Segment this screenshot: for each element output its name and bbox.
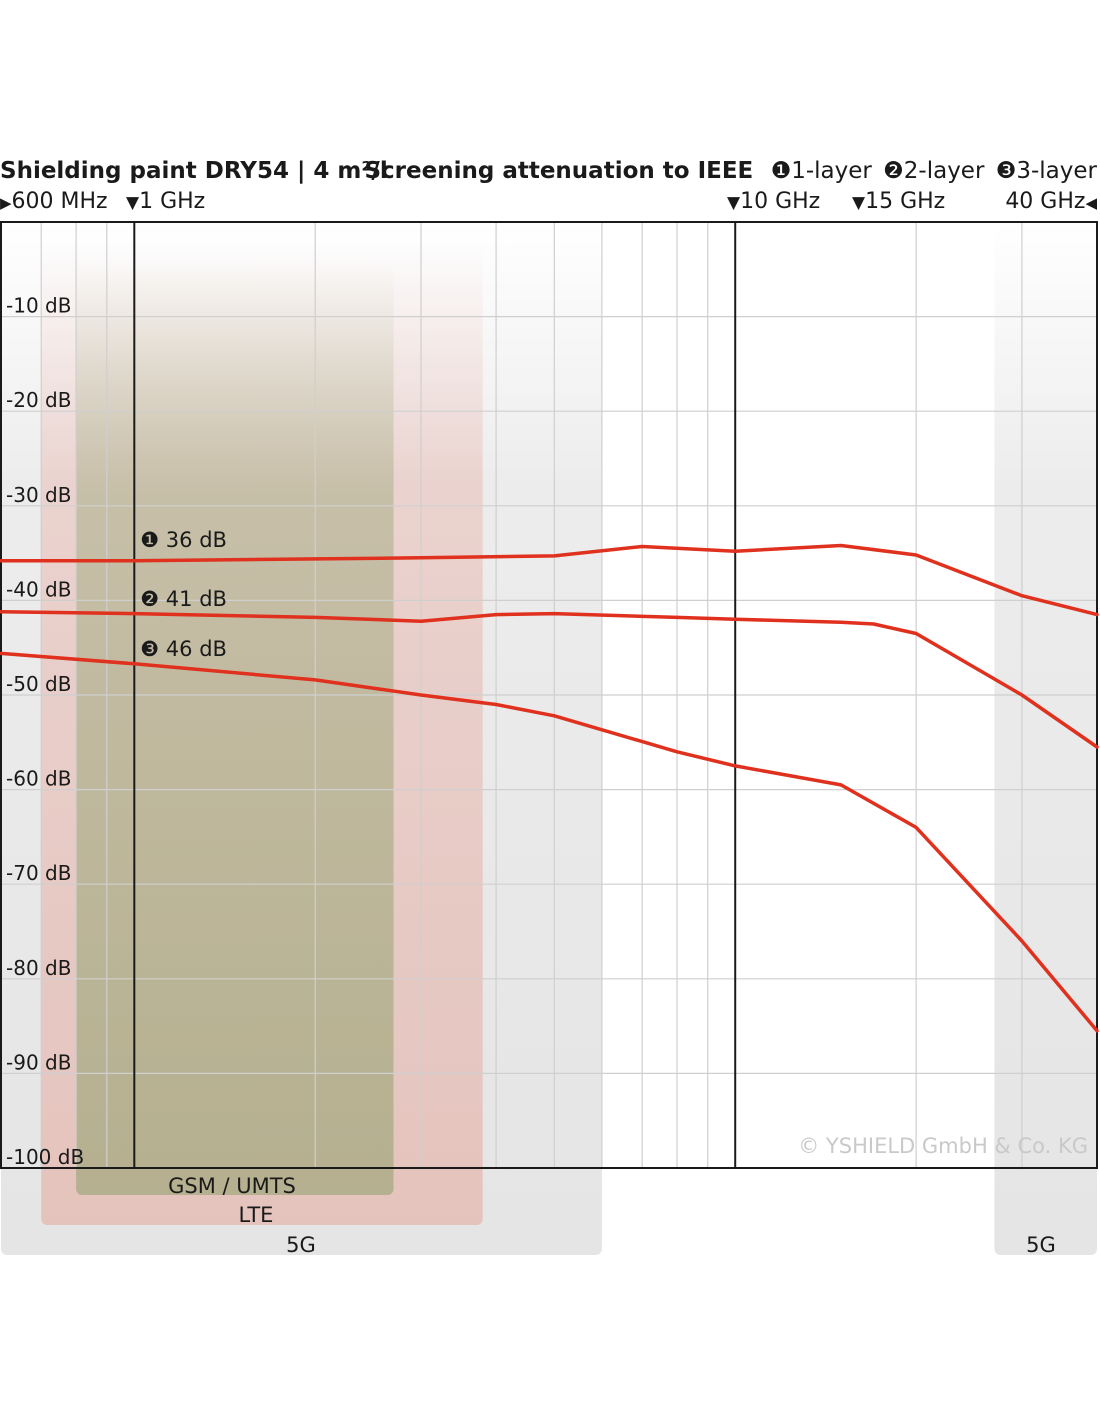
band-5g	[994, 222, 1097, 1255]
arrow-down-icon: ▼	[852, 193, 866, 213]
arrow-right-icon: ▶	[0, 194, 12, 212]
band-labels: GSM / UMTS LTE 5G 5G	[168, 1174, 1056, 1257]
y-tick-label: -20 dB	[6, 388, 71, 412]
marker-10ghz: ▼10 GHz	[727, 189, 821, 214]
marker-1ghz: ▼1 GHz	[126, 189, 206, 214]
band-label: GSM / UMTS	[168, 1174, 296, 1198]
arrow-left-icon: ◀	[1085, 194, 1097, 212]
y-tick-label: -100 dB	[6, 1145, 84, 1169]
legend-title: Screening attenuation to IEEE	[364, 158, 754, 184]
chart-title: Shielding paint DRY54 | 4 m²/l	[0, 158, 388, 184]
band-label: 5G	[286, 1233, 316, 1257]
legend-item-1: ❶1-layer	[770, 158, 872, 184]
series-labels: ❶ 36 dB ❷ 41 dB ❸ 46 dB	[140, 528, 227, 661]
frequency-bands	[1, 222, 1097, 1255]
y-tick-label: -50 dB	[6, 672, 71, 696]
plot-frame	[0, 221, 1098, 1169]
marker-15ghz: ▼15 GHz	[852, 189, 946, 214]
y-tick-label: -10 dB	[6, 294, 71, 318]
series-line-3	[0, 651, 1099, 1033]
band-gsm-umts	[76, 262, 394, 1195]
series-label-1: ❶ 36 dB	[140, 528, 227, 552]
legend: Screening attenuation to IEEE ❶1-layer ❷…	[364, 157, 1097, 185]
y-tick-label: -60 dB	[6, 767, 71, 791]
series-label-3: ❸ 46 dB	[140, 637, 227, 661]
series-line-1	[0, 543, 1099, 617]
band-label: LTE	[239, 1203, 274, 1227]
y-tick-label: -30 dB	[6, 483, 71, 507]
copyright-text: © YSHIELD GmbH & Co. KG	[798, 1134, 1088, 1158]
y-tick-label: -70 dB	[6, 861, 71, 885]
arrow-down-icon: ▼	[126, 193, 140, 213]
arrow-down-icon: ▼	[727, 193, 741, 213]
y-tick-label: -90 dB	[6, 1050, 71, 1074]
marker-40ghz: 40 GHz◀	[1005, 189, 1097, 214]
y-tick-label: -80 dB	[6, 956, 71, 980]
y-axis-labels: -10 dB -20 dB -30 dB -40 dB -50 dB -60 dB -70 …	[6, 294, 84, 1169]
marker-600mhz: ▶600 MHz	[0, 189, 108, 214]
series-label-2: ❷ 41 dB	[140, 587, 227, 611]
y-tick-label: -40 dB	[6, 577, 71, 601]
band-label: 5G	[1026, 1233, 1056, 1257]
series-lines	[0, 543, 1099, 1033]
series-line-2	[0, 610, 1099, 749]
legend-item-2: ❷2-layer	[883, 158, 985, 184]
legend-item-3: ❸3-layer	[995, 158, 1097, 184]
reference-lines	[133, 222, 737, 1168]
